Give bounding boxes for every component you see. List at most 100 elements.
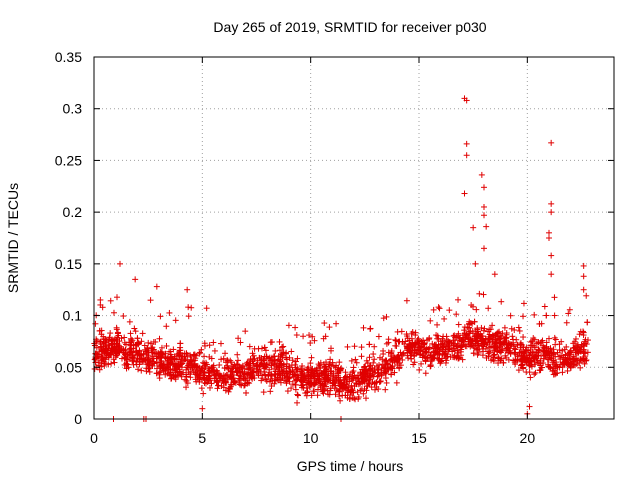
- data-point: [565, 310, 572, 317]
- data-point: [332, 391, 339, 398]
- data-point: [157, 368, 164, 375]
- data-point: [358, 353, 365, 360]
- data-point: [546, 350, 553, 357]
- data-point: [567, 364, 574, 371]
- data-point: [343, 373, 350, 380]
- data-point: [309, 333, 316, 340]
- data-point: [272, 347, 279, 354]
- data-point: [520, 313, 527, 320]
- data-point: [355, 380, 362, 387]
- data-point: [199, 405, 206, 412]
- data-point: [170, 372, 177, 379]
- data-point: [358, 372, 365, 379]
- data-point: [410, 361, 417, 368]
- data-point: [573, 355, 580, 362]
- data-point: [435, 304, 442, 311]
- data-point: [166, 309, 173, 316]
- data-point: [109, 344, 116, 351]
- data-point: [358, 344, 365, 351]
- data-point: [551, 294, 558, 301]
- data-point: [476, 290, 483, 297]
- data-point: [491, 271, 498, 278]
- data-point: [480, 327, 487, 334]
- data-point: [178, 364, 185, 371]
- y-tick-label: 0.2: [63, 204, 83, 220]
- data-point: [241, 365, 248, 372]
- data-point: [546, 335, 553, 342]
- data-point: [453, 311, 460, 318]
- data-point: [216, 362, 223, 369]
- data-point: [267, 375, 274, 382]
- data-point: [277, 360, 284, 367]
- data-point: [485, 305, 492, 312]
- data-point: [472, 338, 479, 345]
- data-point: [506, 340, 513, 347]
- data-point: [563, 319, 570, 326]
- data-point: [467, 336, 474, 343]
- data-point: [223, 371, 230, 378]
- data-point: [466, 320, 473, 327]
- data-point: [539, 348, 546, 355]
- data-point: [201, 360, 208, 367]
- data-point: [183, 384, 190, 391]
- data-point: [260, 389, 267, 396]
- data-point: [472, 260, 479, 267]
- data-point: [172, 364, 179, 371]
- data-point: [191, 357, 198, 364]
- data-point: [226, 386, 233, 393]
- data-point: [283, 360, 290, 367]
- data-point: [174, 351, 181, 358]
- data-point: [480, 291, 487, 298]
- data-point: [362, 367, 369, 374]
- data-point: [455, 296, 462, 303]
- data-point: [267, 339, 274, 346]
- data-point: [377, 378, 384, 385]
- data-point: [299, 363, 306, 370]
- data-point: [292, 358, 299, 365]
- data-point: [505, 342, 512, 349]
- data-point: [452, 337, 459, 344]
- data-point: [566, 349, 573, 356]
- data-point: [246, 343, 253, 350]
- data-point: [170, 346, 177, 353]
- data-point: [551, 334, 558, 341]
- data-point: [220, 384, 227, 391]
- data-point: [262, 372, 269, 379]
- data-point: [298, 378, 305, 385]
- data-point: [283, 368, 290, 375]
- data-point: [277, 379, 284, 386]
- data-point: [470, 224, 477, 231]
- data-point: [511, 327, 518, 334]
- data-point: [554, 363, 561, 370]
- data-point: [515, 367, 522, 374]
- data-point: [536, 320, 543, 327]
- data-point: [139, 355, 146, 362]
- data-point: [131, 325, 138, 332]
- data-point: [292, 372, 299, 379]
- data-point: [427, 361, 434, 368]
- data-point: [354, 389, 361, 396]
- data-point: [497, 340, 504, 347]
- data-point: [243, 360, 250, 367]
- data-point: [317, 365, 324, 372]
- data-point: [362, 395, 369, 402]
- data-point: [95, 359, 102, 366]
- data-point: [156, 375, 163, 382]
- data-point: [314, 375, 321, 382]
- data-point: [392, 342, 399, 349]
- data-point: [576, 331, 583, 338]
- data-point: [285, 322, 292, 329]
- data-point: [526, 362, 533, 369]
- data-point: [246, 380, 253, 387]
- data-point: [198, 346, 205, 353]
- data-point: [543, 312, 550, 319]
- data-point: [276, 338, 283, 345]
- data-point: [400, 350, 407, 357]
- data-point: [453, 343, 460, 350]
- data-point: [311, 337, 318, 344]
- data-point: [185, 304, 192, 311]
- data-point: [222, 378, 229, 385]
- data-point: [309, 368, 316, 375]
- data-point: [461, 327, 468, 334]
- data-point: [426, 344, 433, 351]
